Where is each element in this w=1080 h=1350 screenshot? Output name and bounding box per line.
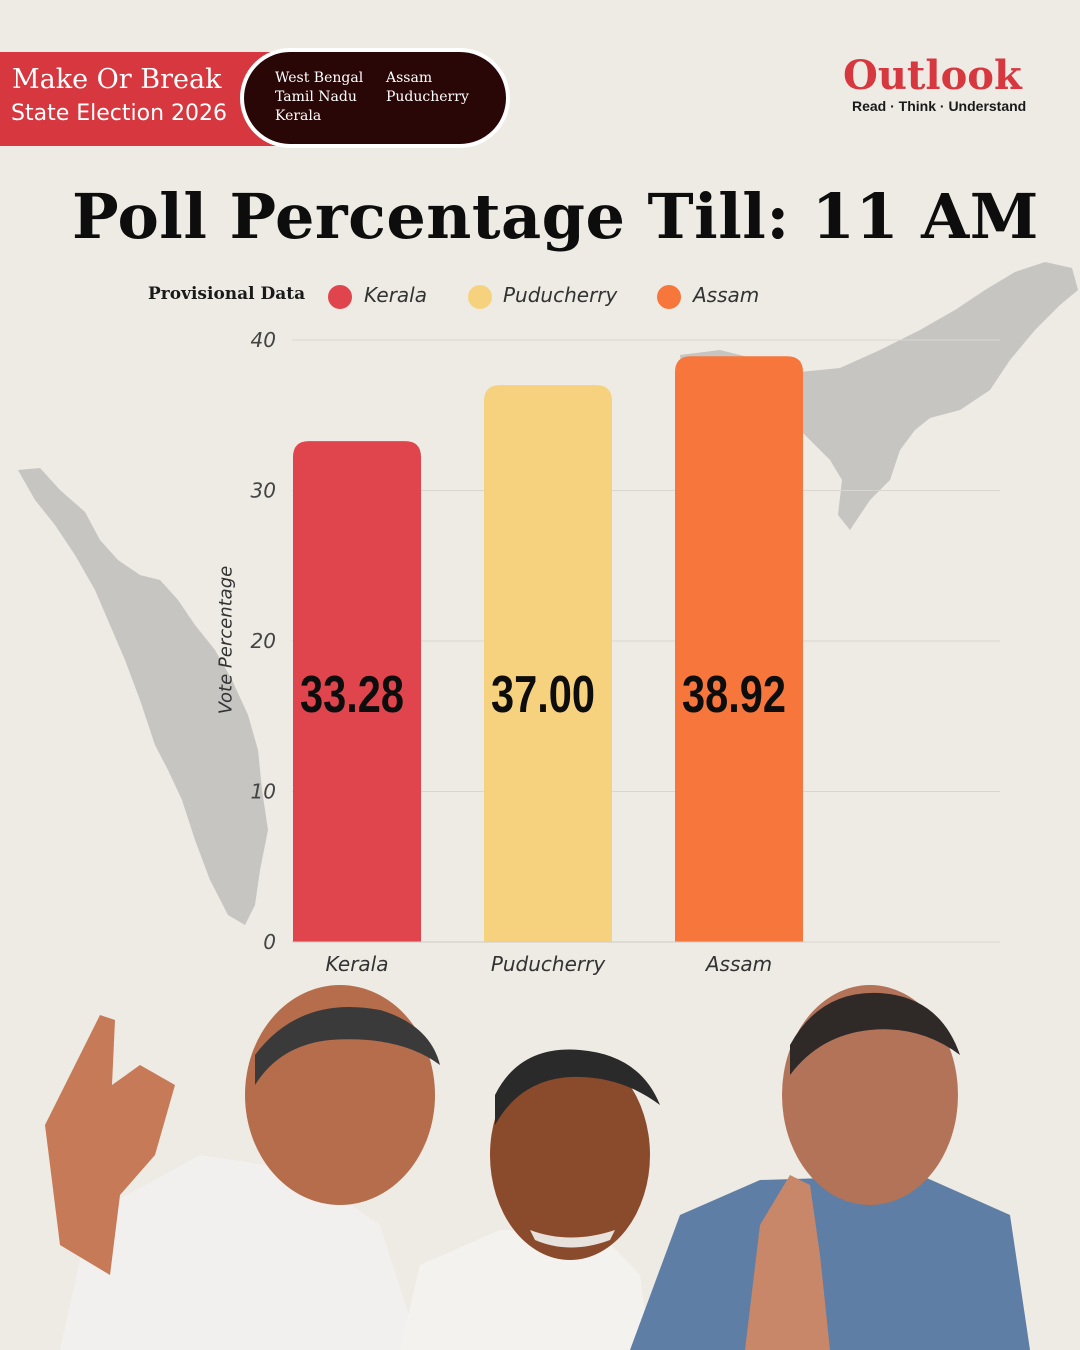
kerala-map-shape [18, 468, 268, 925]
outlook-tagline: Read · Think · Understand [852, 98, 1027, 114]
legend-lead: Provisional Data [148, 284, 306, 304]
x-tick-label: Puducherry [491, 952, 607, 976]
bar-kerala [293, 441, 421, 942]
data-label-assam: 38.92 [682, 666, 786, 724]
state-kerala: Kerala [275, 108, 322, 124]
y-tick-label: 30 [251, 479, 276, 503]
y-tick-label: 20 [251, 629, 276, 653]
y-tick-label: 40 [251, 328, 276, 352]
series-subtitle: State Election 2026 [11, 101, 227, 126]
legend-label-assam: Assam [693, 283, 760, 307]
x-tick-label: Assam [704, 952, 772, 976]
states-pill [240, 48, 510, 148]
legend-dot-kerala [328, 285, 352, 309]
x-tick-label: Kerala [326, 952, 389, 976]
leader-right-figure [630, 985, 1030, 1350]
leader-middle-figure [400, 1049, 660, 1350]
leader-left-figure [45, 985, 440, 1350]
state-west-bengal: West Bengal [275, 70, 364, 86]
y-tick-label: 0 [263, 930, 276, 954]
bar-assam [675, 356, 803, 942]
state-tamil-nadu: Tamil Nadu [275, 89, 357, 105]
page-title: Poll Percentage Till: 11 AM [72, 180, 1039, 253]
legend-dot-puducherry [468, 285, 492, 309]
assam-map-shape [680, 262, 1078, 530]
bar-puducherry [484, 385, 612, 942]
series-title: Make Or Break [12, 64, 222, 95]
data-label-kerala: 33.28 [300, 666, 404, 724]
legend-dot-assam [657, 285, 681, 309]
state-assam: Assam [386, 70, 433, 86]
y-tick-label: 10 [251, 780, 276, 804]
leaders-photo [45, 985, 1030, 1350]
legend-label-kerala: Kerala [364, 283, 427, 307]
bar-chart: 0 10 20 30 40 33.28 Kerala 37.00 Puducherry 38.92… [251, 328, 1000, 976]
legend-label-puducherry: Puducherry [503, 283, 618, 307]
state-puducherry: Puducherry [386, 89, 469, 105]
outlook-logo: Outlook [843, 52, 1022, 99]
data-label-puducherry: 37.00 [491, 666, 595, 724]
